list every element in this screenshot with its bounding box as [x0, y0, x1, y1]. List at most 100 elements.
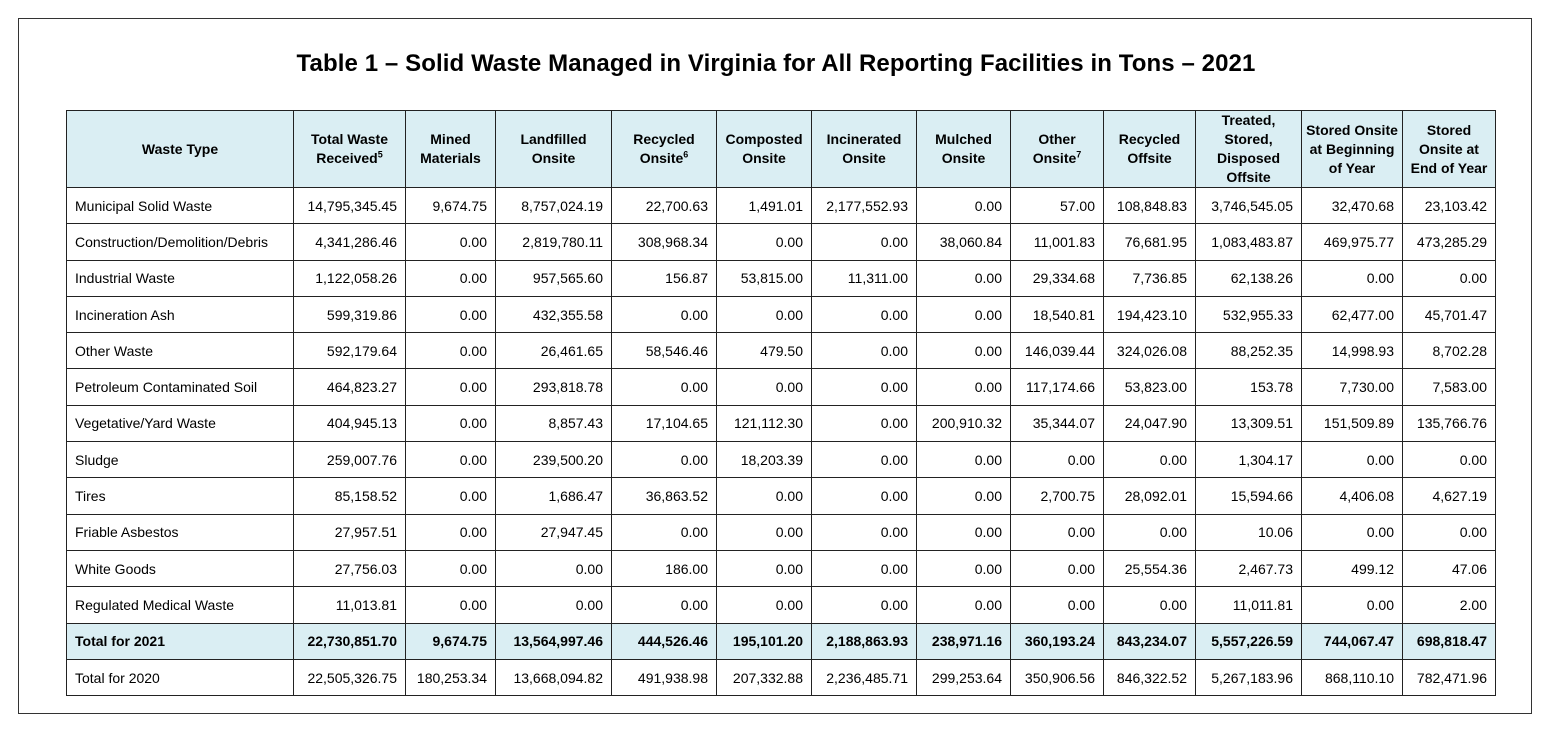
value-cell: 207,332.88 — [716, 658, 812, 697]
value-cell: 0.00 — [916, 513, 1011, 551]
column-header-label: Mined Materials — [420, 131, 481, 166]
value-cell: 4,406.08 — [1301, 477, 1403, 515]
column-header: Landfilled Onsite — [495, 110, 612, 188]
value-cell: 0.00 — [916, 441, 1011, 479]
value-cell: 259,007.76 — [293, 441, 406, 479]
value-cell: 0.00 — [811, 549, 917, 588]
value-cell: 15,594.66 — [1195, 477, 1302, 515]
value-cell: 9,674.75 — [405, 622, 496, 660]
column-header: Total Waste Received5 — [293, 110, 406, 188]
value-cell: 0.00 — [1402, 513, 1496, 551]
value-cell: 156.87 — [611, 259, 717, 297]
value-cell: 1,686.47 — [495, 477, 612, 515]
value-cell: 0.00 — [1301, 586, 1403, 624]
value-cell: 957,565.60 — [495, 259, 612, 297]
value-cell: 23,103.42 — [1402, 186, 1496, 225]
value-cell: 469,975.77 — [1301, 223, 1403, 261]
column-header-label: Stored Onsite at Beginning of Year — [1306, 121, 1398, 176]
value-cell: 18,203.39 — [716, 441, 812, 479]
value-cell: 62,138.26 — [1195, 259, 1302, 297]
table-row: Industrial Waste 1,122,058.26 0.00 957,565.… — [66, 259, 1496, 297]
value-cell: 0.00 — [716, 295, 812, 334]
value-cell: 18,540.81 — [1010, 295, 1104, 334]
value-cell: 9,674.75 — [405, 186, 496, 225]
value-cell: 14,795,345.45 — [293, 186, 406, 225]
value-cell: 0.00 — [811, 404, 917, 443]
value-cell: 27,957.51 — [293, 513, 406, 551]
column-header: Composted Onsite — [716, 110, 812, 188]
column-header-label: Total Waste Received — [310, 131, 388, 166]
value-cell: 698,818.47 — [1402, 622, 1496, 660]
value-cell: 846,322.52 — [1103, 658, 1196, 697]
value-cell: 843,234.07 — [1103, 622, 1196, 660]
value-cell: 592,179.64 — [293, 332, 406, 370]
value-cell: 0.00 — [916, 477, 1011, 515]
value-cell: 14,998.93 — [1301, 332, 1403, 370]
value-cell: 180,253.34 — [405, 658, 496, 697]
value-cell: 108,848.83 — [1103, 186, 1196, 225]
value-cell: 35,344.07 — [1010, 404, 1104, 443]
value-cell: 0.00 — [916, 368, 1011, 406]
value-cell: 53,815.00 — [716, 259, 812, 297]
value-cell: 0.00 — [611, 368, 717, 406]
value-cell: 135,766.76 — [1402, 404, 1496, 443]
column-header: Mined Materials — [405, 110, 496, 188]
table-body: Municipal Solid Waste 14,795,345.45 9,674.… — [66, 186, 1496, 697]
value-cell: 22,730,851.70 — [293, 622, 406, 660]
value-cell: 17,104.65 — [611, 404, 717, 443]
value-cell: 26,461.65 — [495, 332, 612, 370]
value-cell: 24,047.90 — [1103, 404, 1196, 443]
value-cell: 444,526.46 — [611, 622, 717, 660]
table-row: Petroleum Contaminated Soil 464,823.27 0.0… — [66, 368, 1496, 406]
value-cell: 151,509.89 — [1301, 404, 1403, 443]
value-cell: 195,101.20 — [716, 622, 812, 660]
value-cell: 2,177,552.93 — [811, 186, 917, 225]
footnote-marker: 5 — [377, 149, 383, 160]
column-header: Stored Onsite at End of Year — [1402, 110, 1496, 188]
value-cell: 57.00 — [1010, 186, 1104, 225]
column-header: Recycled Offsite — [1103, 110, 1196, 188]
value-cell: 0.00 — [611, 586, 717, 624]
value-cell: 4,627.19 — [1402, 477, 1496, 515]
value-cell: 2,819,780.11 — [495, 223, 612, 261]
value-cell: 2,188,863.93 — [811, 622, 917, 660]
table-title: Table 1 – Solid Waste Managed in Virgini… — [296, 50, 1256, 77]
waste-type-cell: White Goods — [66, 549, 294, 588]
value-cell: 11,001.83 — [1010, 223, 1104, 261]
table-header: Waste Type Total Waste Received5 Mined Mat… — [66, 110, 1496, 188]
value-cell: 293,818.78 — [495, 368, 612, 406]
waste-type-cell: Petroleum Contaminated Soil — [66, 368, 294, 406]
value-cell: 0.00 — [916, 586, 1011, 624]
value-cell: 13,309.51 — [1195, 404, 1302, 443]
value-cell: 200,910.32 — [916, 404, 1011, 443]
table-row: Friable Asbestos 27,957.51 0.00 27,947.45 0.… — [66, 513, 1496, 551]
value-cell: 868,110.10 — [1301, 658, 1403, 697]
column-header-label: Waste Type — [141, 140, 219, 157]
column-header: Stored Onsite at Beginning of Year — [1301, 110, 1403, 188]
value-cell: 0.00 — [811, 513, 917, 551]
waste-type-cell: Total for 2020 — [66, 658, 294, 697]
waste-type-cell: Other Waste — [66, 332, 294, 370]
value-cell: 194,423.10 — [1103, 295, 1196, 334]
value-cell: 0.00 — [495, 586, 612, 624]
value-cell: 782,471.96 — [1402, 658, 1496, 697]
total-row: Total for 2020 22,505,326.75 180,253.34 13,… — [66, 658, 1496, 697]
value-cell: 0.00 — [405, 223, 496, 261]
value-cell: 0.00 — [916, 186, 1011, 225]
value-cell: 3,746,545.05 — [1195, 186, 1302, 225]
value-cell: 2,236,485.71 — [811, 658, 917, 697]
value-cell: 0.00 — [811, 586, 917, 624]
value-cell: 0.00 — [811, 332, 917, 370]
table-row: Sludge 259,007.76 0.00 239,500.20 0.00 18,203… — [66, 441, 1496, 479]
value-cell: 0.00 — [405, 368, 496, 406]
column-header: Incinerated Onsite — [811, 110, 917, 188]
value-cell: 153.78 — [1195, 368, 1302, 406]
waste-type-cell: Total for 2021 — [66, 622, 294, 660]
value-cell: 0.00 — [811, 295, 917, 334]
value-cell: 36,863.52 — [611, 477, 717, 515]
value-cell: 464,823.27 — [293, 368, 406, 406]
value-cell: 1,304.17 — [1195, 441, 1302, 479]
value-cell: 0.00 — [811, 368, 917, 406]
value-cell: 0.00 — [611, 441, 717, 479]
value-cell: 532,955.33 — [1195, 295, 1302, 334]
